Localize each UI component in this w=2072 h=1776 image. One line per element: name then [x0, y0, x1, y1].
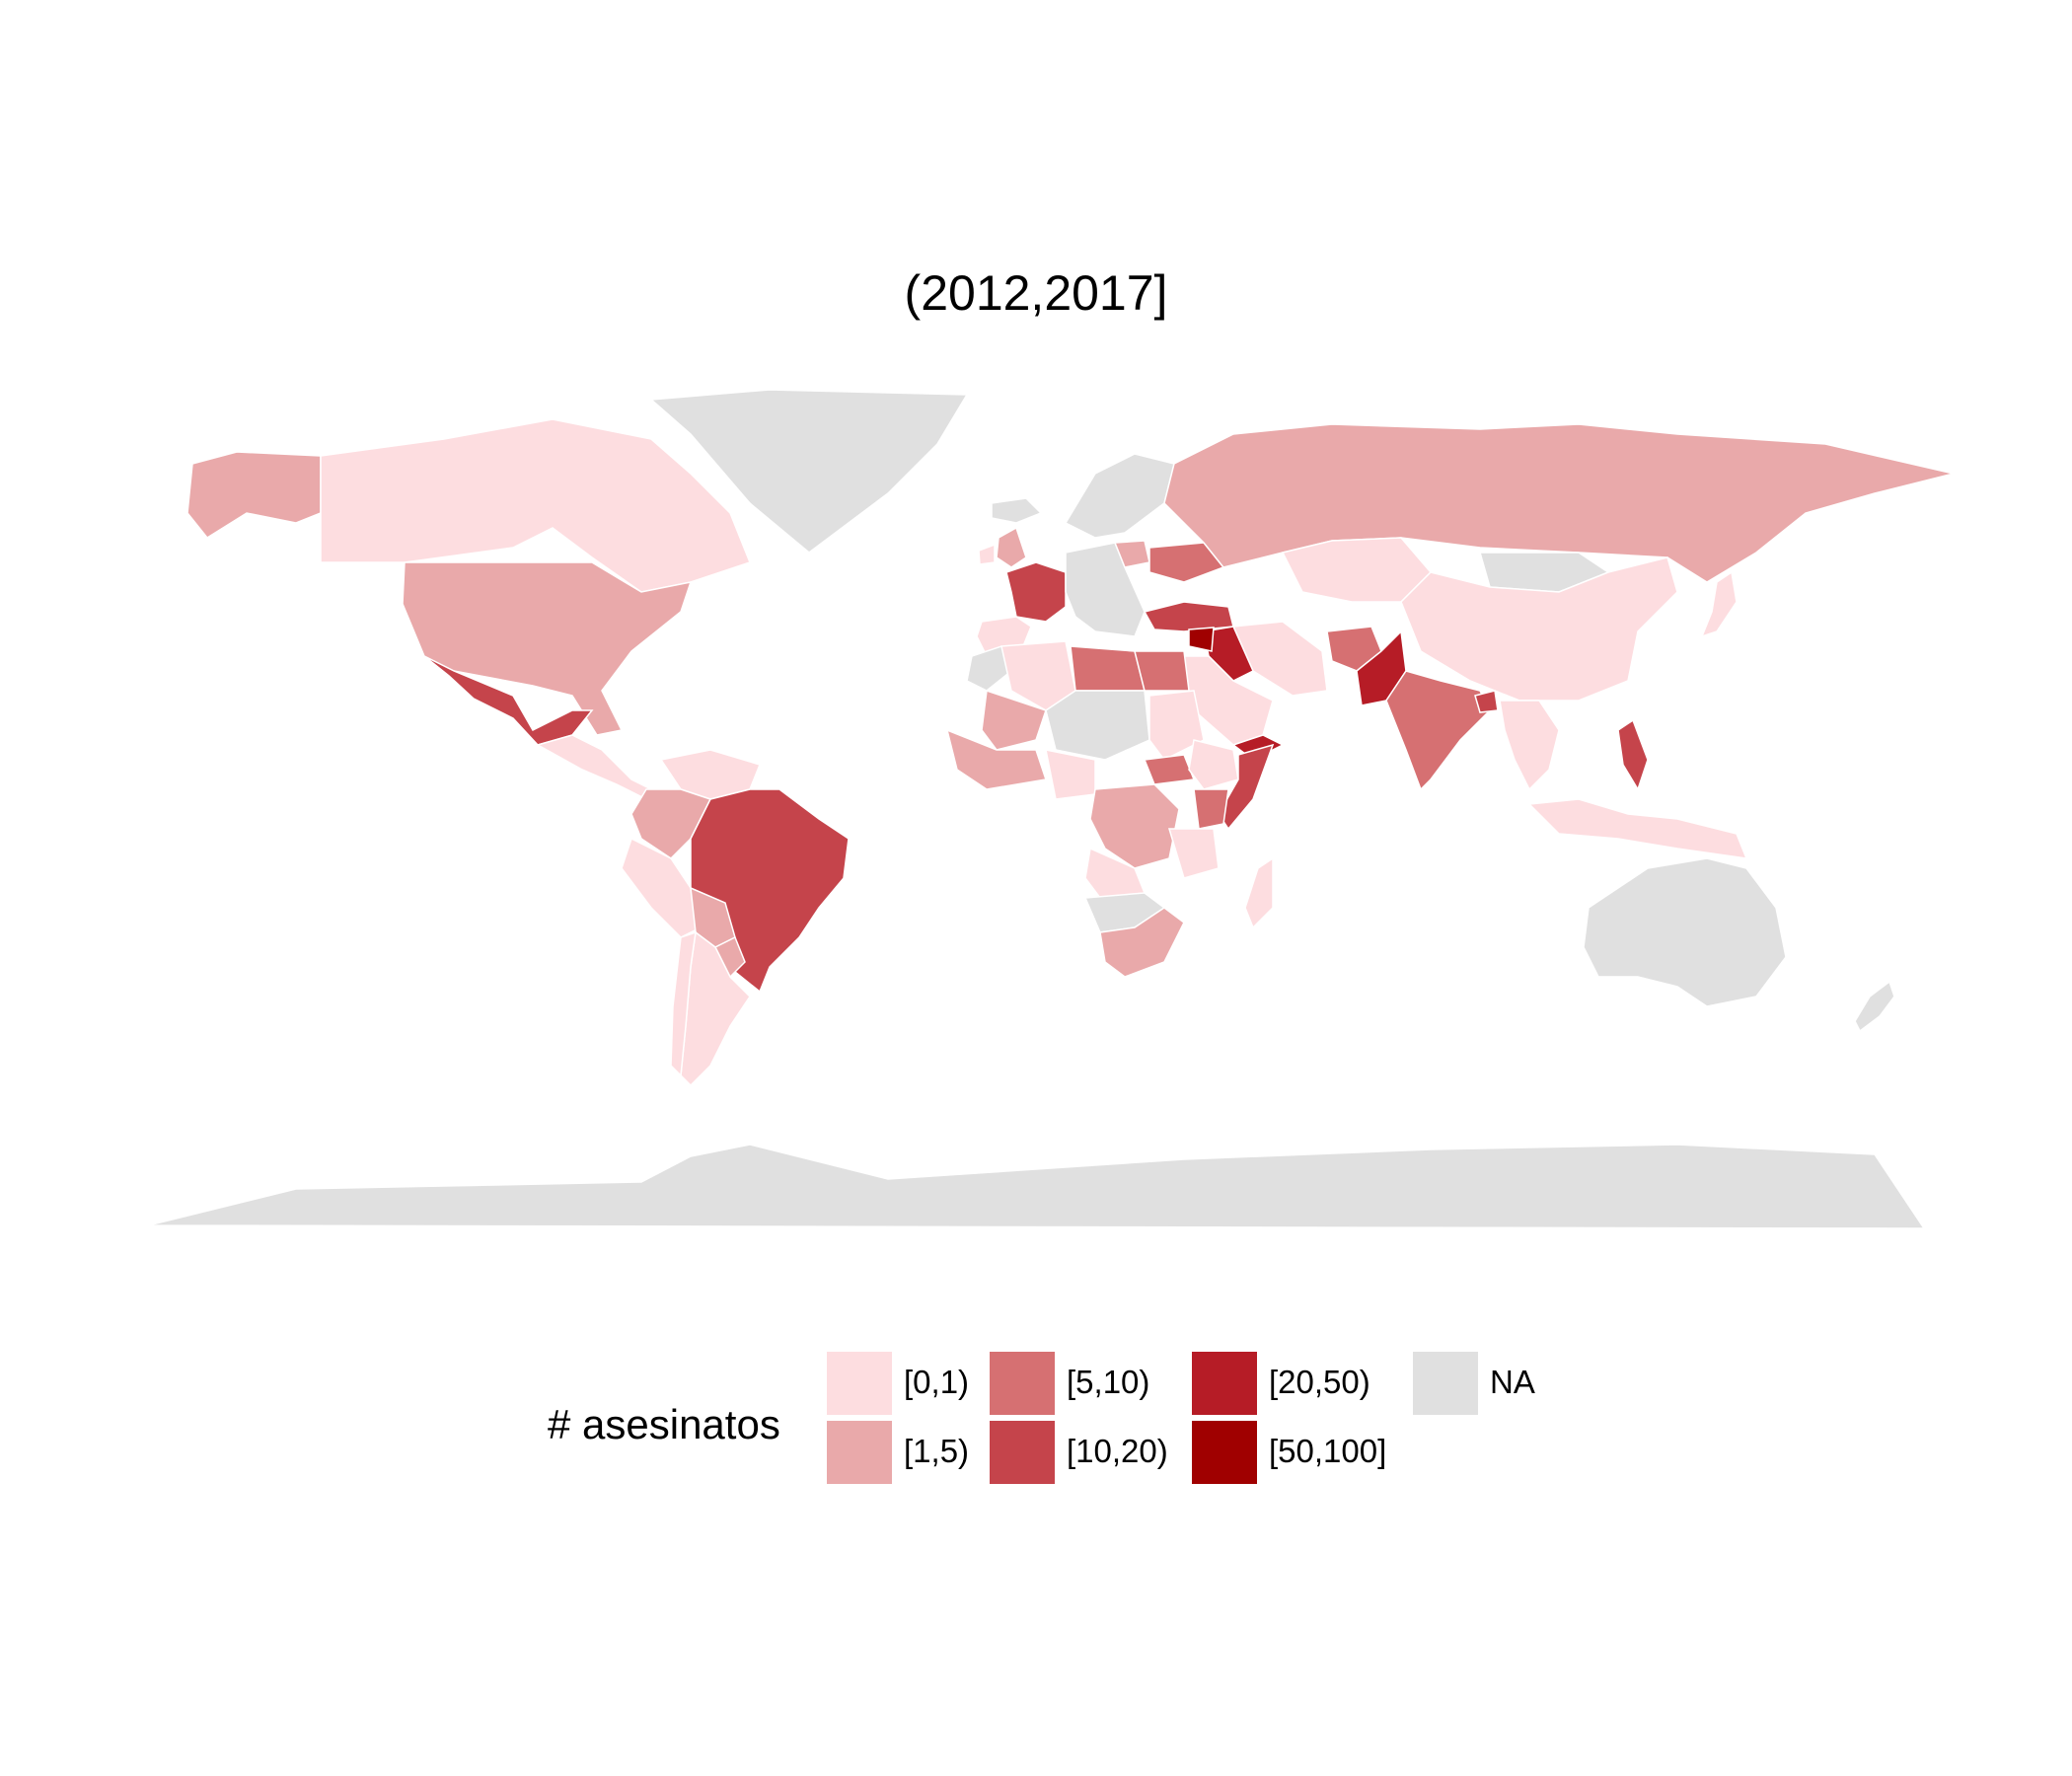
legend-swatch-0-1: [827, 1352, 892, 1415]
country-mali: [981, 689, 1047, 751]
legend-label-0-1: [0,1): [904, 1364, 970, 1400]
country-new-zealand: [1854, 980, 1895, 1033]
country-nigeria: [1045, 749, 1096, 800]
country-sudan: [1148, 690, 1205, 761]
country-scandinavia: [1064, 453, 1175, 539]
country-russia: [1163, 423, 1955, 583]
country-saudi-arabia: [1172, 655, 1274, 746]
country-south-sudan: [1143, 754, 1196, 785]
country-ethiopia: [1188, 739, 1239, 790]
legend-label-1-5: [1,5): [904, 1433, 970, 1469]
country-madagascar: [1244, 856, 1274, 929]
legend-label-na: NA: [1490, 1364, 1535, 1400]
country-france: [1005, 561, 1067, 623]
country-somalia: [1218, 743, 1275, 831]
country-china: [1400, 556, 1678, 702]
country-libya: [1070, 645, 1146, 692]
country-tanzania: [1167, 828, 1220, 879]
legend-swatch-5-10: [990, 1352, 1055, 1415]
country-colombia: [630, 788, 712, 859]
country-ireland: [978, 543, 996, 565]
legend-swatch-1-5: [827, 1421, 892, 1484]
country-west-africa: [945, 728, 1047, 790]
legend-swatch-50-100: [1192, 1421, 1257, 1484]
legend-swatch-10-20: [990, 1421, 1055, 1484]
legend-label-50-100: [50,100]: [1269, 1433, 1387, 1469]
country-central-america: [536, 734, 653, 801]
country-uk: [996, 526, 1027, 568]
legend-label-20-50: [20,50): [1269, 1364, 1370, 1400]
country-philippines: [1617, 718, 1649, 791]
country-japan: [1700, 570, 1738, 638]
country-morocco: [966, 645, 1012, 692]
country-bangladesh: [1474, 690, 1499, 713]
legend-label-10-20: [10,20): [1067, 1433, 1168, 1469]
country-egypt: [1134, 650, 1190, 692]
country-iceland: [991, 497, 1043, 524]
country-alaska: [186, 451, 322, 539]
country-syria: [1188, 627, 1215, 652]
country-chile: [670, 930, 697, 1077]
country-turkey: [1143, 601, 1234, 632]
country-kenya: [1193, 788, 1229, 830]
country-india: [1385, 670, 1491, 791]
country-iraq: [1203, 626, 1254, 682]
country-south-africa: [1099, 907, 1185, 978]
country-australia: [1583, 857, 1787, 1007]
legend-label-5-10: [5,10): [1067, 1364, 1150, 1400]
country-greenland: [649, 389, 969, 554]
country-antarctica: [147, 1144, 1926, 1229]
country-niger-chad: [1045, 690, 1150, 761]
legend-swatch-na: [1413, 1352, 1478, 1415]
country-mexico: [423, 655, 594, 746]
country-ukraine: [1148, 542, 1225, 583]
legend-title: # asesinatos: [548, 1401, 780, 1447]
legend-swatch-20-50: [1192, 1352, 1257, 1415]
country-indonesia: [1527, 798, 1748, 859]
country-kazakhstan: [1281, 537, 1433, 603]
country-peru: [621, 837, 702, 938]
country-southeast-asia: [1499, 700, 1560, 791]
map-title: (2012,2017]: [904, 265, 1168, 321]
country-drc: [1089, 783, 1180, 869]
